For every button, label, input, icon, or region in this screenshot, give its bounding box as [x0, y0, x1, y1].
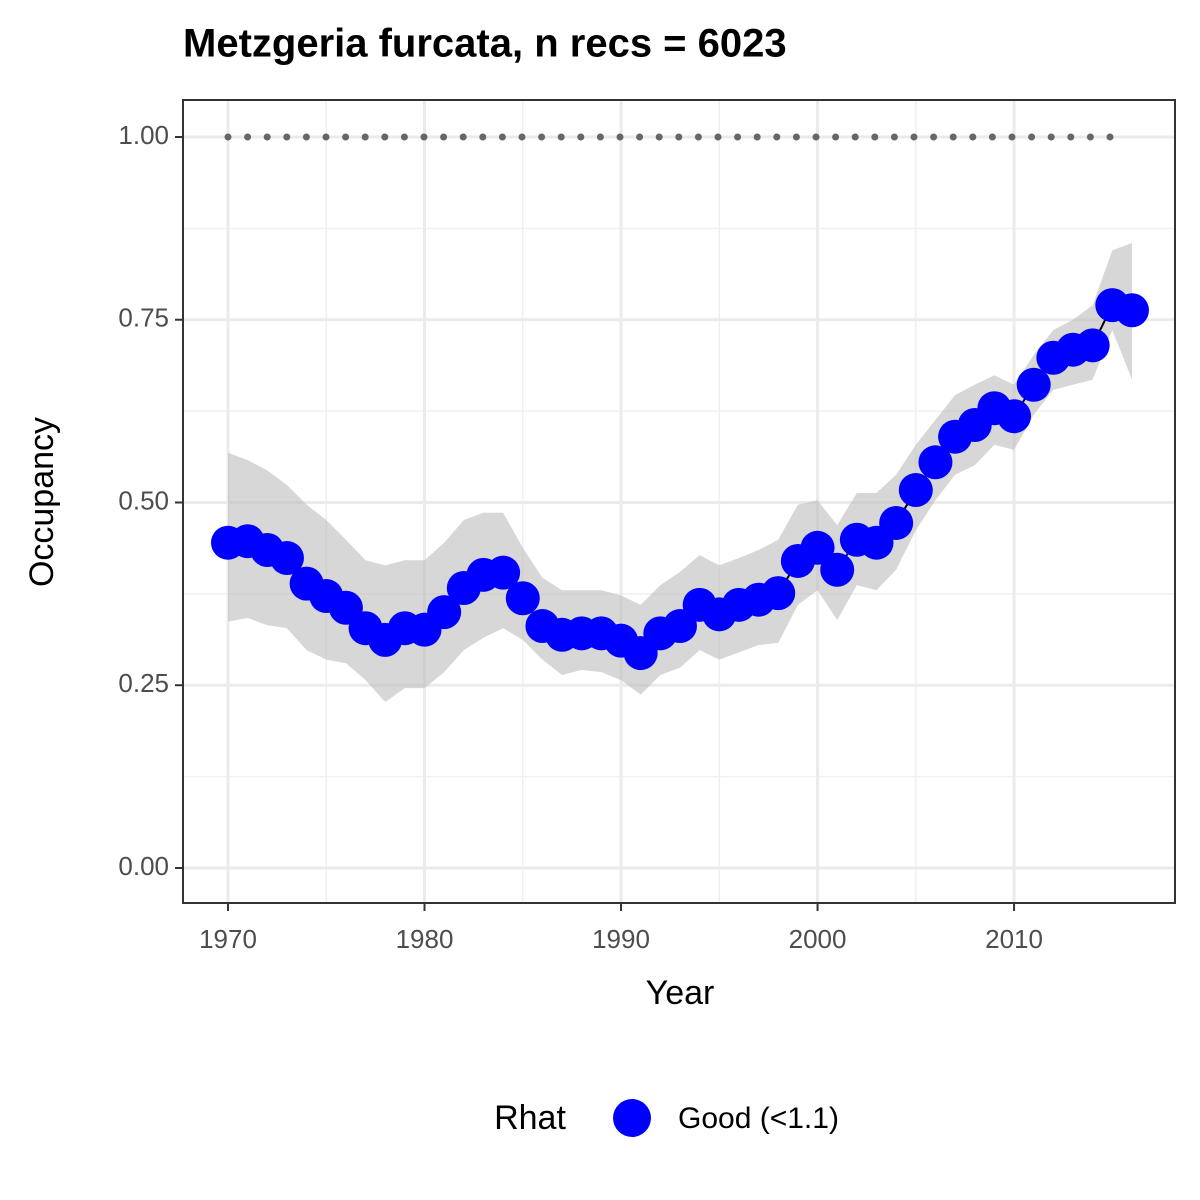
data-point	[486, 555, 521, 590]
y-tick-label: 0.25	[118, 668, 169, 698]
data-point	[1016, 367, 1051, 402]
data-point	[879, 505, 914, 540]
x-tick-label: 2010	[985, 924, 1043, 954]
x-axis-title: Year	[646, 974, 715, 1012]
data-point	[1075, 328, 1110, 363]
y-tick-label: 1.00	[118, 120, 169, 150]
panel-border	[182, 99, 1176, 904]
data-point	[269, 541, 304, 576]
data-point	[918, 445, 953, 480]
x-tick-label: 2000	[789, 924, 847, 954]
chart-title: Metzgeria furcata, n recs = 6023	[183, 22, 787, 66]
y-tick-label: 0.00	[118, 851, 169, 881]
x-tick-label: 1970	[199, 924, 257, 954]
legend-key	[613, 1099, 651, 1137]
data-point	[997, 399, 1032, 434]
x-tick-label: 1980	[396, 924, 454, 954]
x-tick-label: 1990	[592, 924, 650, 954]
data-point	[800, 530, 835, 565]
legend-title: Rhat	[494, 1099, 566, 1137]
data-point	[505, 581, 540, 616]
data-point	[427, 595, 462, 630]
y-axis-title: Occupancy	[23, 417, 61, 587]
legend-label: Good (<1.1)	[678, 1102, 839, 1135]
data-point	[1114, 293, 1149, 328]
y-tick-label: 0.50	[118, 485, 169, 515]
data-point	[898, 473, 933, 508]
data-point	[761, 576, 796, 611]
data-point	[820, 552, 855, 587]
y-tick-label: 0.75	[118, 303, 169, 333]
